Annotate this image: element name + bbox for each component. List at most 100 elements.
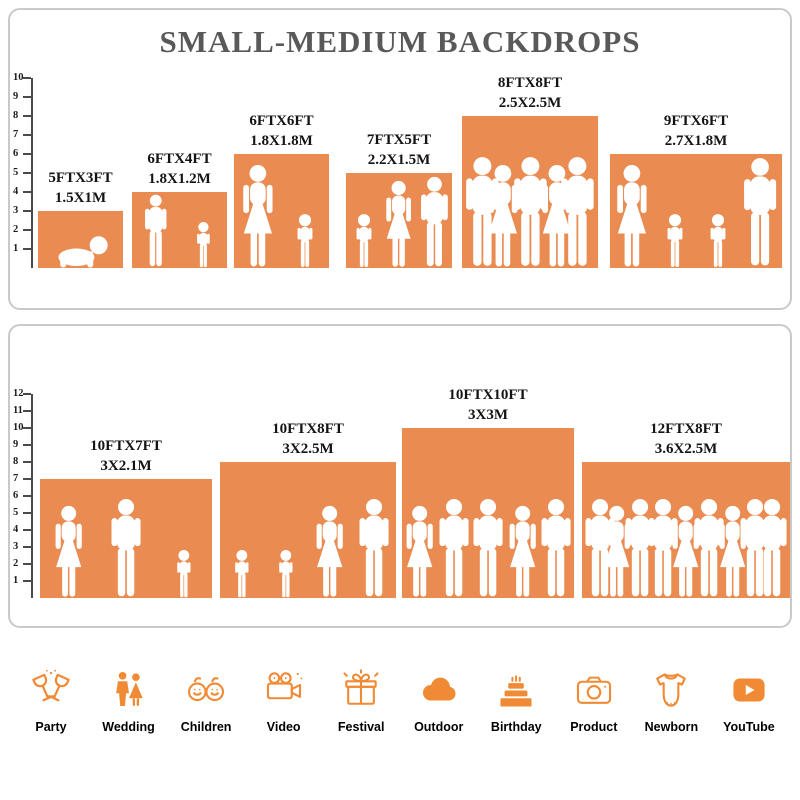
backdrop-size-label: 10FTX7FT 3X2.1M [26,437,226,476]
ruler-number: 10 [13,72,24,83]
ruler-tick [23,512,31,514]
category-youtube: YouTube [712,668,786,734]
festival-icon [339,668,383,712]
backdrop-swatch [220,462,396,598]
ruler-number: 5 [13,167,19,178]
newborn-icon [649,668,693,712]
size-feet: 7FTX5FT [366,132,432,148]
backdrop-swatch [462,116,598,268]
ruler-tick [23,478,31,480]
child-silhouette [276,549,296,598]
backdrop-size-label: 6FTX4FT 1.8X1.2M [118,150,241,189]
category-label: Product [570,720,618,734]
ruler-number: 4 [13,524,19,535]
ruler-tick [23,444,31,446]
ruler-tick [23,546,31,548]
man-silhouette [536,498,576,598]
ruler-number: 12 [13,388,24,399]
child-silhouette [707,213,729,268]
ruler-number: 8 [13,110,19,121]
ruler-tick [23,580,31,582]
size-feet: 5FTX3FT [48,170,113,186]
ruler-tick [23,191,31,193]
size-meters: 1.5X1M [54,189,107,206]
backdrop-size-label: 12FTX8FT 3.6X2.5M [568,420,800,459]
ruler-tick [23,563,31,565]
ruler-number: 1 [13,243,19,254]
backdrop-swatch [132,192,227,268]
child-silhouette [664,213,686,268]
ruler-tick [23,134,31,136]
category-label: Wedding [102,720,155,734]
category-party: Party [14,668,88,734]
youtube-icon [727,668,771,712]
woman-silhouette [311,505,348,599]
ruler-tick [23,115,31,117]
ruler-line [31,394,33,598]
backdrop-swatch [402,428,574,598]
size-meters: 3X2.5M [282,440,334,457]
woman-silhouette [50,505,87,599]
backdrop-swatch [234,154,329,268]
size-meters: 2.5X2.5M [498,94,562,111]
size-meters: 1.8X1.2M [148,170,211,187]
baby-silhouette [50,235,110,268]
medium-large-panel: 12 11 10 9 8 7 6 5 4 3 2 1 10FTX7FT 3X2.1M 10FTX8FT 3X2… [8,324,792,628]
category-birthday: Birthday [479,668,553,734]
category-children: Children [169,668,243,734]
ruler-tick [23,153,31,155]
ruler-line [31,78,33,268]
ruler-tick [23,427,31,429]
ruler-tick [23,393,31,395]
ruler-number: 10 [13,422,24,433]
category-label: Outdoor [414,720,464,734]
size-feet: 8FTX8FT [497,75,563,91]
size-meters: 2.2X1.5M [367,151,431,168]
man-silhouette [752,498,792,598]
backdrop-swatch [38,211,123,268]
size-meters: 3X2.1M [100,457,152,474]
category-label: Birthday [490,720,542,734]
ruler-number: 6 [13,490,19,501]
backdrop-size-label: 7FTX5FT 2.2X1.5M [332,131,466,170]
category-video: Video [247,668,321,734]
ruler-number: 7 [13,129,19,140]
woman-silhouette [401,505,438,599]
ruler-number: 3 [13,541,19,552]
small-medium-panel: SMALL-MEDIUM BACKDROPS 10 9 8 7 6 5 4 3 2 1 5FTX3F… [8,8,792,310]
size-feet: 10FTX8FT [272,421,344,437]
ruler-number: 4 [13,186,19,197]
backdrop-size-label: 6FTX6FT 1.8X1.8M [220,112,343,151]
man-silhouette [468,498,508,598]
backdrop-size-label: 10FTX8FT 3X2.5M [206,420,410,459]
man-silhouette [141,194,171,268]
ruler-number: 3 [13,205,19,216]
ruler-number: 8 [13,456,19,467]
man-silhouette [354,498,394,598]
ruler-number: 5 [13,507,19,518]
category-product: Product [557,668,631,734]
child-silhouette [174,549,194,598]
child-silhouette [232,549,252,598]
category-label: Party [35,720,67,734]
woman-silhouette [611,164,653,269]
category-label: Newborn [644,720,699,734]
ruler-number: 11 [13,405,23,416]
size-meters: 1.8X1.8M [250,132,313,149]
category-label: YouTube [723,720,775,734]
backdrop-size-label: 10FTX10FT 3X3M [388,386,588,425]
birthday-icon [494,668,538,712]
size-meters: 3X3M [468,406,508,423]
ruler-number: 9 [13,91,19,102]
size-feet: 12FTX8FT [650,421,722,437]
man-silhouette [106,498,146,598]
outdoor-icon [417,668,461,712]
woman-silhouette [237,164,279,269]
ruler-number: 1 [13,575,19,586]
size-meters: 3.6X2.5M [654,440,718,457]
size-feet: 9FTX6FT [663,113,729,129]
category-newborn: Newborn [634,668,708,734]
children-icon [184,668,228,712]
ruler-tick [23,96,31,98]
